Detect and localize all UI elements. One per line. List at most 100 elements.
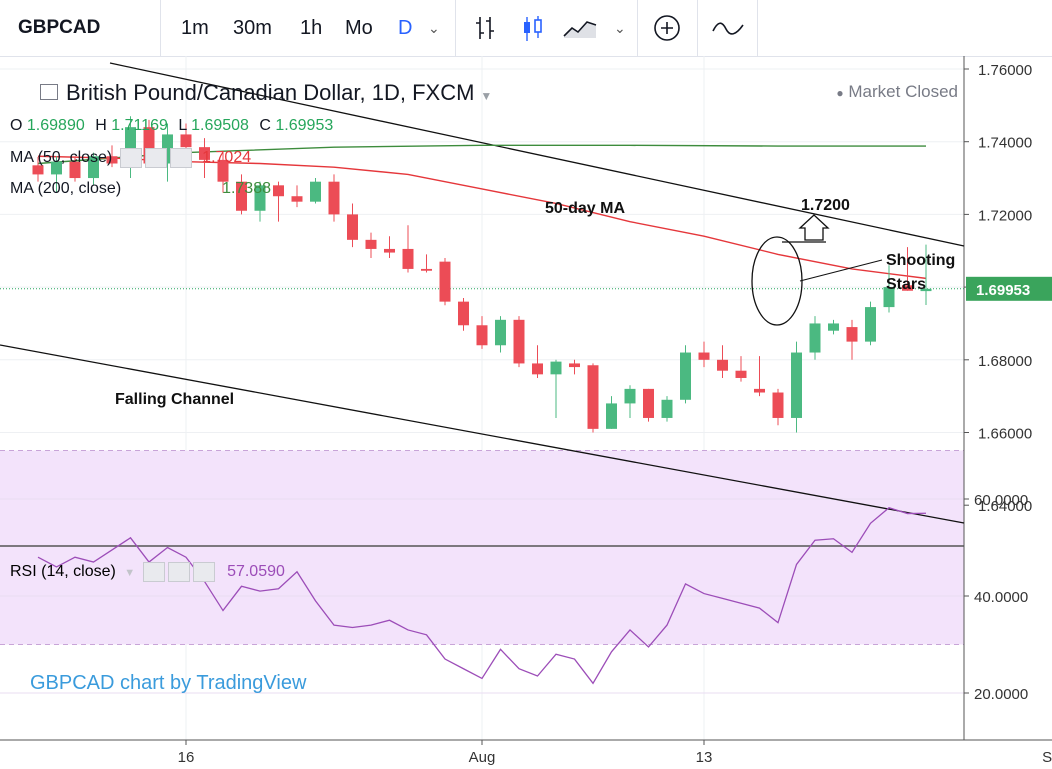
price-axis-label: 1.68000	[978, 353, 1032, 370]
market-status: ● Market Closed	[836, 82, 958, 102]
chart-title-text: British Pound/Canadian Dollar, 1D, FXCM	[66, 80, 475, 105]
ma50-legend-value: 1.7024	[202, 149, 252, 167]
ohlc-close-label: C	[259, 117, 271, 134]
candle-body	[199, 147, 210, 160]
chart-title: British Pound/Canadian Dollar, 1D, FXCM ▼	[40, 80, 492, 106]
settings-gear-icon[interactable]	[144, 148, 167, 168]
ohlc-low-label: L	[178, 117, 187, 134]
toolbar-divider	[697, 0, 698, 56]
candle-body	[920, 288, 932, 292]
candle-body	[698, 352, 710, 360]
rsi-axis-label: 60.0000	[974, 492, 1028, 509]
ma50-legend[interactable]: MA (50, close) 1.7024	[10, 148, 251, 168]
price-axis-label: 1.74000	[978, 135, 1032, 152]
ohlc-high-label: H	[95, 117, 107, 134]
candle-body	[458, 301, 469, 326]
candle-body	[846, 327, 858, 342]
candle-body	[550, 361, 562, 375]
ma-annotation-label: 50-day MA	[545, 200, 625, 217]
price-axis-label: 1.64000	[978, 498, 1032, 515]
rsi-settings-gear-icon[interactable]	[167, 562, 190, 582]
time-axis-label: 13	[696, 749, 713, 766]
ma200-legend-label: MA (200, close)	[10, 180, 122, 197]
pattern-annotation-label-line1: Shooting	[886, 252, 955, 269]
rsi-visibility-eye-icon[interactable]	[142, 562, 165, 582]
candle-body	[606, 403, 617, 429]
channel-annotation-label: Falling Channel	[115, 391, 234, 408]
visibility-eye-icon[interactable]	[119, 148, 142, 168]
toolbar: GBPCAD 1m 30m 1h Mo D ⌄ ⌄	[0, 0, 1052, 57]
rsi-band	[0, 450, 964, 645]
candle-body	[661, 399, 673, 418]
candle-body	[495, 319, 506, 346]
ohlc-high-value: 1.71169	[111, 117, 168, 134]
status-dot-icon: ●	[836, 86, 844, 100]
target-up-arrow	[798, 214, 830, 241]
pattern-annotation-label-line2: Stars	[886, 276, 926, 293]
time-axis-label: 16	[178, 749, 195, 766]
time-axis-label: Sep	[1042, 749, 1052, 766]
ohlc-open-label: O	[10, 117, 23, 134]
candle-body	[162, 134, 173, 164]
candle-body	[384, 248, 395, 253]
candle-body	[513, 319, 525, 364]
rsi-legend[interactable]: RSI (14, close) ▼ 57.0590	[10, 562, 285, 582]
tradingview-watermark[interactable]: GBPCAD chart by TradingView	[30, 672, 307, 694]
price-axis-label: 1.76000	[978, 62, 1032, 79]
toolbar-divider	[160, 0, 161, 56]
candle-body	[236, 181, 247, 211]
last-price-tag	[966, 276, 1052, 301]
candle-body	[143, 127, 155, 164]
candle-body	[328, 181, 340, 215]
price-axis-label: 1.66000	[978, 426, 1032, 443]
target-annotation-label: 1.7200	[801, 197, 850, 214]
ma200-legend[interactable]: MA (200, close) 1.7388	[10, 180, 271, 198]
area-style-icon[interactable]	[563, 0, 597, 56]
interval-1m-button[interactable]: 1m	[181, 16, 209, 39]
candle-body	[125, 127, 136, 164]
shooting-stars-pointer	[799, 259, 883, 282]
bar-style-icon[interactable]	[474, 0, 498, 56]
add-indicator-icon[interactable]	[653, 0, 681, 56]
candle-body	[717, 359, 728, 371]
ohlc-open-value: 1.69890	[26, 117, 85, 134]
candle-body	[51, 161, 62, 175]
interval-mo-button[interactable]: Mo	[345, 16, 373, 39]
market-status-text: Market Closed	[848, 82, 958, 101]
candle-body	[180, 134, 192, 148]
candle-body	[439, 261, 451, 302]
price-axis-label: 1.72000	[978, 207, 1032, 224]
candle-body	[476, 325, 488, 346]
shooting-stars-ellipse	[751, 236, 803, 326]
candle-body	[791, 352, 802, 418]
channel-upper-line	[109, 62, 965, 247]
candle-body	[902, 285, 913, 291]
candle-body	[735, 370, 747, 378]
remove-close-icon[interactable]	[169, 148, 192, 168]
symbol-search-button[interactable]: GBPCAD	[18, 17, 101, 38]
candle-style-icon[interactable]	[521, 0, 545, 56]
candle-body	[587, 365, 599, 429]
interval-30m-button[interactable]: 30m	[233, 16, 272, 39]
rsi-axis-label: 20.0000	[974, 686, 1028, 703]
candle-body	[69, 161, 81, 179]
interval-dropdown-chevron-icon[interactable]: ⌄	[428, 19, 440, 36]
candle-body	[809, 323, 821, 353]
candle-body	[273, 185, 284, 197]
candle-body	[88, 156, 99, 179]
title-chevron-icon[interactable]: ▼	[480, 89, 493, 103]
candle-body	[217, 159, 229, 182]
chart-style-chevron-icon[interactable]: ⌄	[614, 19, 626, 36]
rsi-legend-label: RSI (14, close)	[10, 563, 116, 581]
candle-body	[680, 352, 691, 400]
candle-body	[883, 287, 895, 308]
interval-1h-button[interactable]: 1h	[300, 16, 323, 39]
chart-canvas[interactable]: Falling Channel 50-day MA 1.7200 Shooting St…	[0, 56, 1052, 769]
compare-icon[interactable]	[712, 0, 744, 56]
interval-d-button[interactable]: D	[398, 16, 413, 39]
candle-body	[754, 388, 765, 393]
toolbar-divider	[757, 0, 758, 56]
rsi-remove-close-icon[interactable]	[192, 562, 215, 582]
toolbar-divider	[455, 0, 456, 56]
rsi-chevron-icon[interactable]: ▼	[124, 567, 136, 580]
